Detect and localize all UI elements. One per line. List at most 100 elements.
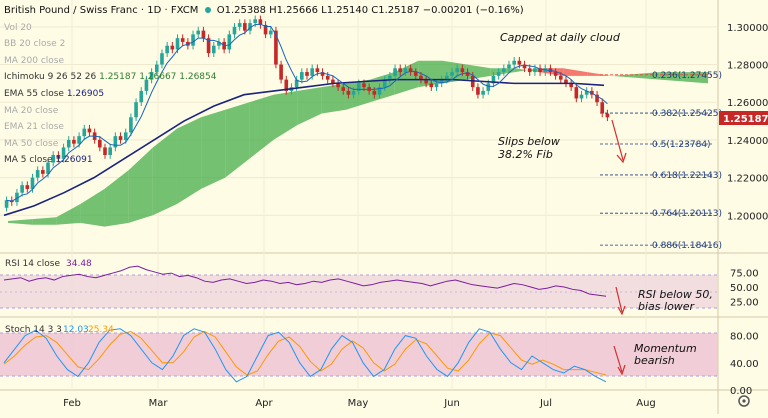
indicator-value: 1.26091 <box>55 155 93 166</box>
candle-up <box>77 136 81 144</box>
candle-down <box>460 68 465 73</box>
time-tick-label: Mar <box>149 398 169 409</box>
indicator-legend: British Pound / Swiss Franc · 1D · FXCM … <box>4 3 524 169</box>
candle-up <box>507 64 511 69</box>
indicator-row[interactable]: MA 5 close 1.26091 <box>4 152 254 169</box>
candle-up <box>377 87 382 95</box>
candle-down <box>564 79 568 84</box>
indicator-label: EMA 55 close <box>4 88 67 99</box>
indicator-row[interactable]: MA 50 close <box>4 136 254 153</box>
candle-up <box>191 34 195 46</box>
price-tick-label: 1.30000 <box>727 23 768 34</box>
stoch-d-line <box>3 330 607 376</box>
annotation-cloud-cap: Capped at daily cloud <box>500 31 621 44</box>
candle-down <box>103 147 107 155</box>
time-tick-label: Jul <box>539 398 552 409</box>
fib-label: 0.5(1.23784) <box>652 140 711 150</box>
arrow-rsi-down <box>615 286 626 316</box>
stoch-label: Stoch 14 3 3 <box>5 325 62 335</box>
candle-down <box>25 185 30 189</box>
fib-label: 0.618(1.22143) <box>652 171 722 181</box>
fib-label: 0.886(1.18416) <box>652 241 722 251</box>
candle-down <box>517 60 522 65</box>
candle-up <box>15 192 19 203</box>
candle-down <box>538 68 542 73</box>
indicator-row[interactable]: MA 200 close <box>4 53 254 70</box>
candle-up <box>294 79 299 88</box>
ohlc-values: O1.25388 H1.25666 L1.25140 C1.25187 −0.0… <box>216 5 524 16</box>
indicator-label: Vol 20 <box>4 22 32 33</box>
cloud-segment-bullish <box>635 72 660 80</box>
candle-up <box>512 60 516 65</box>
candle-down <box>341 87 346 91</box>
candle-up <box>491 75 496 84</box>
market-status-icon <box>204 7 211 13</box>
candle-down <box>258 19 263 25</box>
candle-up <box>393 68 397 76</box>
last-price-label: 1.25187 <box>719 111 768 125</box>
candle-down <box>600 102 605 114</box>
time-axis-ticks: Feb Mar Apr May Jun Jul Aug <box>63 398 656 409</box>
candle-down <box>465 72 470 76</box>
candle-down <box>41 170 45 174</box>
indicator-list: Vol 20 BB 20 close 2 MA 200 close Ichimo… <box>4 20 254 169</box>
cloud-segment-bullish <box>249 94 274 159</box>
price-tick-label: 1.28000 <box>727 61 768 72</box>
rsi-band <box>0 275 718 308</box>
candle-up <box>144 79 149 91</box>
rsi-axis-ticks: 75.00 50.00 25.00 <box>730 269 759 309</box>
annotation-rsi-2: bias lower <box>638 300 696 313</box>
candle-up <box>445 75 449 80</box>
candle-down <box>118 136 123 140</box>
candle-up <box>139 90 144 103</box>
price-axis-ticks: 1.30000 1.28000 1.26000 1.24000 1.22000 1.200… <box>727 23 768 222</box>
indicator-row[interactable]: EMA 55 close 1.26905 <box>4 86 254 103</box>
indicator-label: BB 20 close 2 <box>4 39 66 50</box>
candle-down <box>527 68 532 73</box>
candle-down <box>522 64 527 69</box>
indicator-row[interactable]: MA 20 close <box>4 103 254 120</box>
candle-up <box>20 185 24 193</box>
candle-up <box>134 102 138 118</box>
cloud-segment-bullish <box>32 217 57 225</box>
candle-down <box>362 83 366 88</box>
stoch-lines <box>3 328 607 383</box>
candle-up <box>108 147 112 155</box>
candle-down <box>419 75 423 80</box>
candle-up <box>154 64 159 73</box>
candle-up <box>253 19 258 24</box>
price-tick-label: 1.24000 <box>727 136 768 147</box>
candle-down <box>98 139 102 148</box>
ema55-line <box>3 78 605 217</box>
indicator-row[interactable]: Ichimoku 9 26 52 26 1.25187 1.26667 1.26… <box>4 69 254 86</box>
candle-down <box>574 87 579 99</box>
candle-up <box>450 72 454 76</box>
candle-up <box>123 132 128 140</box>
candle-up <box>388 75 392 80</box>
candle-up <box>237 23 242 27</box>
candle-down <box>331 79 335 84</box>
candle-up <box>382 79 387 88</box>
fib-label: 0.382(1.25425) <box>652 109 722 119</box>
candle-up <box>149 72 154 80</box>
rsi-tick-label: 75.00 <box>730 269 759 280</box>
candle-up <box>217 41 221 46</box>
indicator-row[interactable]: BB 20 close 2 <box>4 36 254 53</box>
candle-down <box>243 23 247 31</box>
candle-down <box>274 30 278 65</box>
candle-down <box>595 94 599 103</box>
candle-up <box>51 155 56 163</box>
candle-down <box>87 128 92 133</box>
candle-up <box>584 90 589 95</box>
indicator-row[interactable]: EMA 21 close <box>4 119 254 136</box>
annotation-fib-slip-1: Slips below <box>498 135 560 148</box>
indicator-row[interactable]: Vol 20 <box>4 20 254 37</box>
arrow-price-down <box>611 119 627 164</box>
candle-up <box>502 68 506 73</box>
arrow-stoch-down <box>613 345 626 376</box>
candle-up <box>434 83 439 88</box>
settings-gear-icon[interactable] <box>738 395 750 407</box>
candle-up <box>160 53 164 65</box>
candle-down <box>201 30 206 39</box>
rsi-tick-label: 50.00 <box>730 283 759 294</box>
